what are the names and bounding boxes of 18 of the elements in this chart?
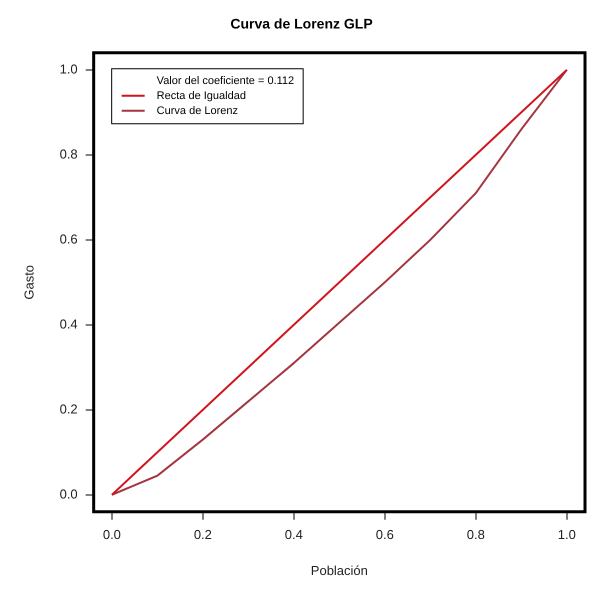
x-tick-label: 0.0: [102, 527, 121, 542]
y-tick-label: 0.6: [60, 231, 78, 246]
annotation: Valor del coeficiente = 0.112: [156, 74, 294, 87]
chart-title: Curva de Lorenz GLP: [230, 15, 373, 32]
y-tick-label: 1.0: [60, 61, 78, 76]
y-axis-title: Gasto: [21, 264, 36, 300]
y-tick-label: 0.8: [60, 146, 78, 162]
x-tick-label: 0.4: [284, 527, 303, 542]
x-tick-label: 0.2: [194, 527, 212, 542]
y-tick-label: 0.0: [60, 486, 78, 502]
legend-label: Recta de Igualdad: [156, 90, 246, 102]
x-tick-label: 0.6: [376, 527, 394, 542]
legend-label: Curva de Lorenz: [156, 104, 238, 117]
y-tick-label: 0.2: [60, 401, 78, 416]
y-tick-label: 0.4: [60, 316, 78, 332]
x-tick-label: 0.8: [466, 527, 485, 542]
x-tick-label: 1.0: [558, 527, 576, 542]
x-axis-title: Población: [310, 562, 368, 578]
